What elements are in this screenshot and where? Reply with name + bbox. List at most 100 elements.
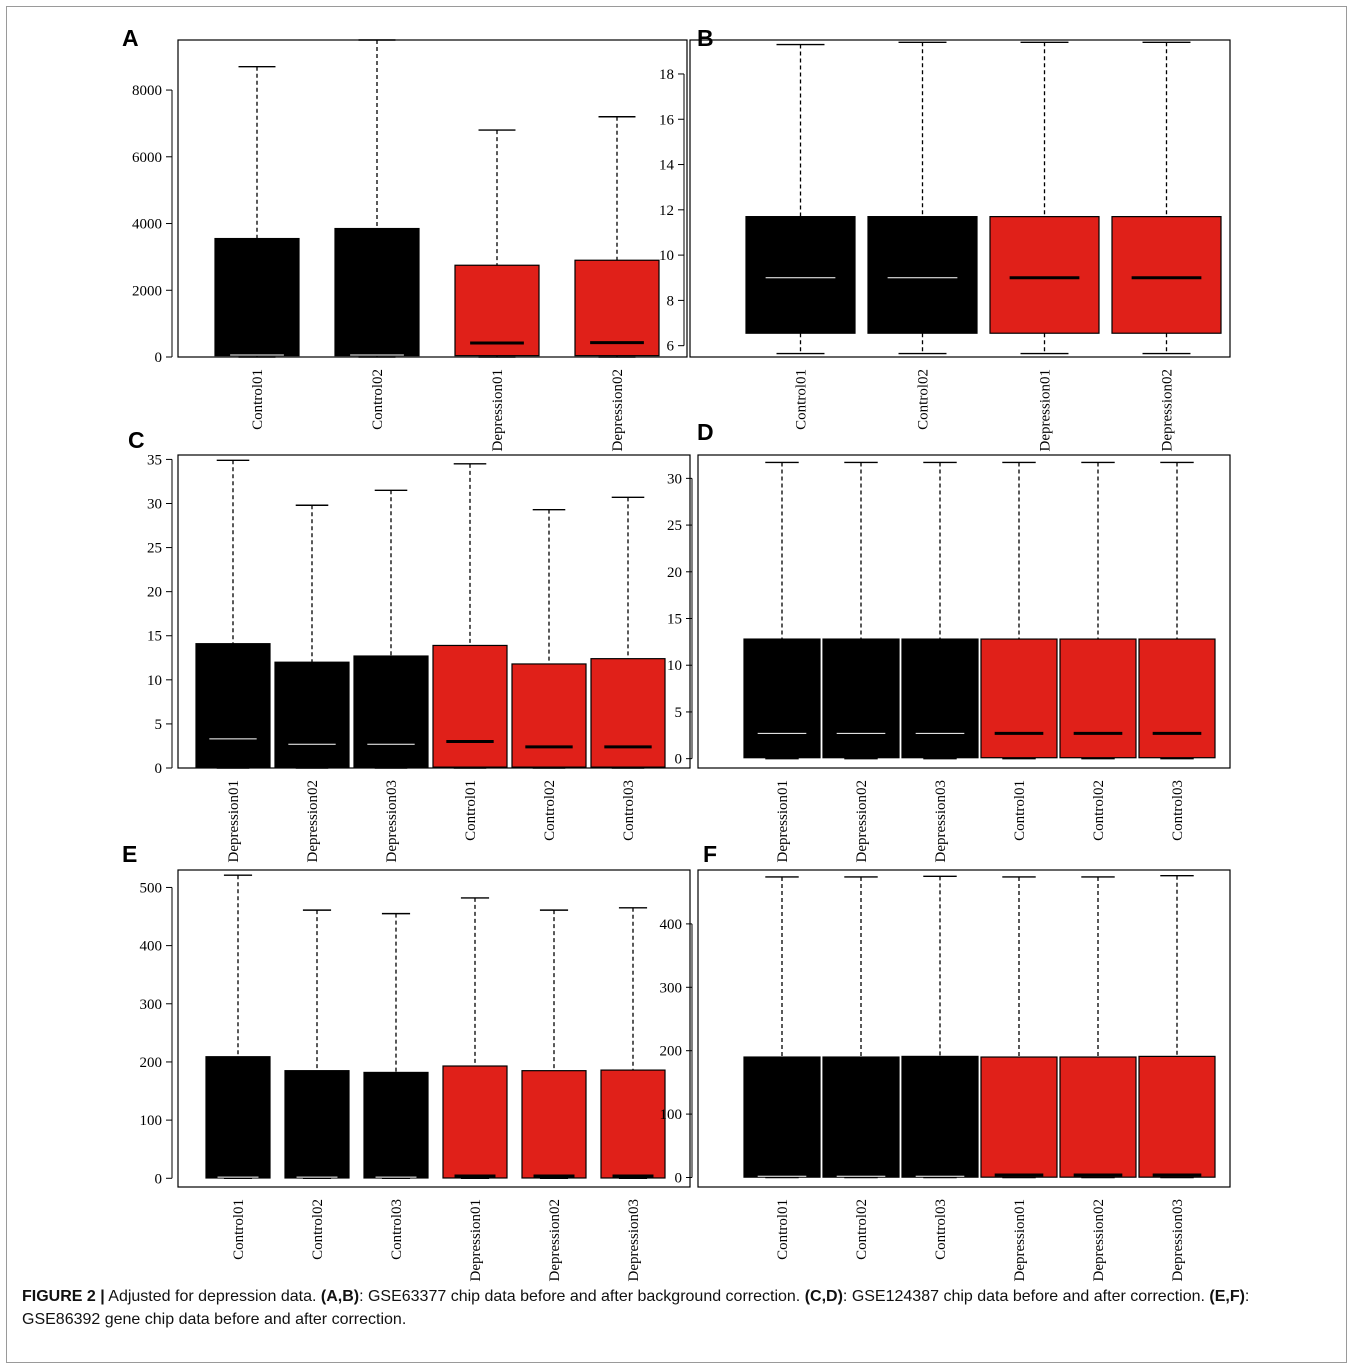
box-depression02 — [521, 909, 587, 1179]
panel-b: B 6 8 10 12 14 16 18 Control01 Control02 Depressio… — [659, 25, 1231, 452]
panel-letter: A — [122, 25, 139, 51]
y-tick-label: 6000 — [132, 150, 162, 166]
box-body — [511, 663, 587, 768]
x-category-label: Depression03 — [1170, 1199, 1186, 1282]
y-tick-label: 5 — [675, 705, 683, 721]
panel-letter: F — [703, 841, 717, 867]
box-body — [432, 644, 508, 768]
caption-text: : GSE63377 chip data before and after ba… — [359, 1288, 805, 1305]
box-body — [989, 216, 1100, 334]
box-body — [334, 227, 420, 357]
x-category-label: Control01 — [463, 780, 479, 841]
box-depression01 — [442, 897, 508, 1179]
box-control03 — [363, 912, 429, 1179]
box-depression01 — [989, 41, 1100, 355]
caption-figure-label: FIGURE 2 | — [22, 1288, 105, 1305]
box-body — [743, 1056, 821, 1178]
y-tick-label: 14 — [659, 158, 675, 174]
x-category-label: Depression02 — [305, 780, 321, 863]
box-control01 — [745, 43, 856, 355]
y-tick-label: 100 — [660, 1107, 683, 1123]
box-control02 — [867, 41, 978, 355]
box-control02 — [511, 508, 587, 769]
y-tick-label: 100 — [140, 1113, 163, 1129]
box-body — [353, 655, 429, 768]
x-category-label: Depression02 — [854, 780, 870, 863]
x-category-label: Control02 — [310, 1199, 326, 1260]
box-depression03 — [1138, 875, 1216, 1179]
box-depression02 — [822, 461, 900, 760]
x-category-label: Depression01 — [1012, 1199, 1028, 1282]
box-depression03 — [901, 461, 979, 760]
panel-letter: D — [697, 419, 714, 445]
box-body — [195, 643, 271, 768]
box-control02 — [334, 39, 420, 358]
x-category-label: Depression02 — [1091, 1199, 1107, 1282]
box-control01 — [743, 876, 821, 1179]
y-tick-label: 10 — [147, 673, 162, 689]
x-category-label: Control02 — [370, 369, 386, 430]
caption-text: Adjusted for depression data. — [104, 1288, 321, 1305]
box-body — [521, 1070, 587, 1179]
x-category-label: Control03 — [621, 780, 637, 841]
box-body — [1059, 638, 1137, 759]
y-tick-label: 500 — [140, 880, 163, 896]
caption-panel-ref: (C,D) — [804, 1288, 843, 1305]
x-category-label: Depression03 — [626, 1199, 642, 1282]
x-category-label: Control01 — [794, 369, 810, 430]
box-body — [1138, 1055, 1216, 1178]
box-control01 — [980, 461, 1058, 760]
box-body — [214, 237, 300, 357]
panel-letter: B — [697, 25, 714, 51]
x-category-label: Control03 — [933, 1199, 949, 1260]
y-tick-label: 2000 — [132, 283, 162, 299]
y-tick-label: 30 — [667, 471, 682, 487]
y-tick-label: 20 — [667, 565, 682, 581]
panel-a: A 0 2000 4000 6000 8000 Control01 Control02 Depr… — [122, 25, 688, 452]
x-category-label: Depression03 — [933, 780, 949, 863]
plot-border — [697, 869, 1231, 1188]
x-category-label: Depression01 — [468, 1199, 484, 1282]
box-control03 — [1138, 461, 1216, 760]
y-tick-label: 0 — [155, 1171, 163, 1187]
y-tick-label: 18 — [659, 67, 674, 83]
plot-border — [697, 454, 1231, 769]
figure-caption: FIGURE 2 | Adjusted for depression data.… — [22, 1285, 1322, 1331]
y-tick-label: 0 — [155, 761, 163, 777]
y-tick-label: 300 — [140, 997, 163, 1013]
x-category-label: Control01 — [1012, 780, 1028, 841]
box-body — [980, 638, 1058, 759]
y-tick-label: 5 — [155, 717, 163, 733]
y-tick-label: 8 — [667, 293, 675, 309]
y-tick-label: 16 — [659, 112, 675, 128]
box-body — [867, 216, 978, 334]
box-body — [901, 1055, 979, 1178]
box-body — [284, 1070, 350, 1179]
y-tick-label: 0 — [155, 350, 163, 366]
x-category-label: Control02 — [854, 1199, 870, 1260]
y-tick-label: 12 — [659, 203, 674, 219]
box-depression02 — [1059, 876, 1137, 1179]
box-body — [590, 658, 666, 768]
caption-panel-ref: (E,F) — [1209, 1288, 1245, 1305]
box-body — [274, 661, 350, 768]
box-body — [454, 264, 540, 357]
caption-text: : GSE86392 gene chip data before and aft… — [22, 1288, 1250, 1328]
y-tick-label: 35 — [147, 452, 162, 468]
x-category-label: Depression01 — [226, 780, 242, 863]
box-depression02 — [274, 504, 350, 769]
box-control01 — [214, 65, 300, 358]
box-depression03 — [353, 489, 429, 769]
box-depression01 — [454, 129, 540, 358]
box-body — [574, 259, 660, 357]
box-depression01 — [980, 876, 1058, 1179]
panel-d: D 0 5 10 15 20 25 30 Depression01 Depression02 Dep… — [667, 419, 1231, 863]
panel-letter: E — [122, 841, 137, 867]
panel-letter: C — [128, 427, 145, 453]
y-tick-label: 20 — [147, 585, 162, 601]
box-control03 — [901, 875, 979, 1179]
box-control01 — [432, 463, 508, 769]
y-tick-label: 15 — [147, 629, 162, 645]
box-control02 — [284, 909, 350, 1179]
x-category-label: Control02 — [1091, 780, 1107, 841]
